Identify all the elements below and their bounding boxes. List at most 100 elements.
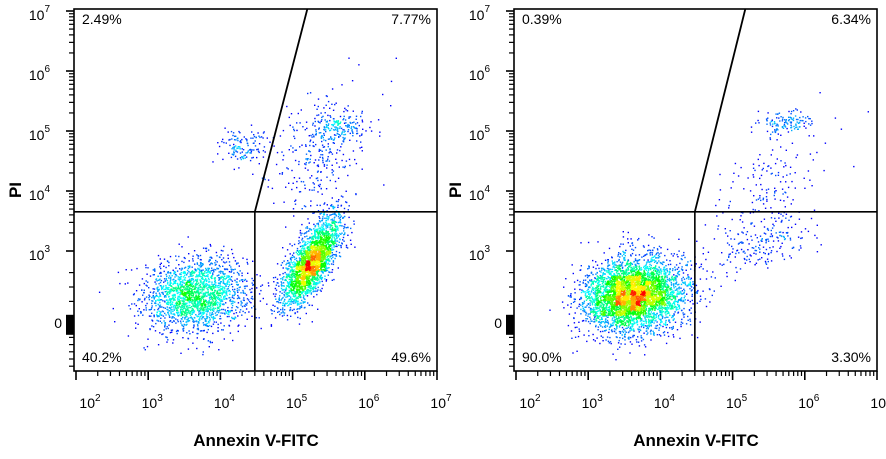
data-point	[192, 319, 195, 321]
data-point	[328, 260, 330, 262]
data-point	[211, 299, 214, 301]
data-point	[299, 296, 301, 298]
data-point	[255, 136, 257, 139]
data-point	[206, 307, 209, 310]
data-point	[310, 272, 313, 274]
data-point	[343, 131, 345, 133]
data-point	[321, 280, 323, 283]
data-point	[288, 292, 290, 294]
data-point	[212, 285, 215, 287]
data-point	[342, 141, 345, 143]
data-point	[317, 267, 319, 270]
data-point	[315, 264, 317, 267]
data-point	[289, 257, 292, 259]
data-point	[178, 303, 180, 306]
data-point	[175, 312, 178, 314]
data-point	[231, 296, 234, 298]
data-point	[189, 312, 192, 314]
data-point	[308, 269, 310, 271]
data-point	[322, 229, 324, 231]
data-point	[345, 122, 347, 124]
data-point	[127, 335, 130, 337]
data-point	[196, 315, 198, 317]
data-point	[299, 307, 301, 309]
data-point	[187, 317, 190, 319]
data-point	[314, 251, 316, 253]
data-point	[292, 302, 294, 304]
data-point	[238, 296, 240, 298]
data-point	[221, 303, 224, 305]
data-point	[112, 307, 114, 310]
data-point	[218, 282, 221, 284]
data-point	[291, 262, 293, 264]
data-point	[306, 276, 309, 278]
data-point	[308, 241, 310, 244]
data-point	[203, 282, 205, 284]
data-point	[330, 241, 332, 243]
data-point	[160, 275, 162, 277]
data-point	[317, 232, 319, 234]
data-point	[296, 180, 298, 183]
data-point	[293, 292, 295, 294]
data-point	[246, 140, 248, 142]
data-point	[314, 282, 316, 284]
data-point	[218, 310, 220, 312]
data-point	[295, 270, 297, 272]
data-point	[180, 287, 182, 289]
data-point	[290, 261, 292, 263]
data-point	[187, 348, 190, 350]
data-point	[299, 259, 302, 262]
data-point	[271, 313, 273, 315]
data-point	[215, 286, 217, 289]
data-point	[350, 243, 352, 245]
data-point	[298, 284, 300, 286]
data-point	[209, 303, 212, 305]
data-point	[323, 240, 326, 242]
data-point	[179, 296, 181, 298]
data-point	[192, 278, 194, 280]
data-point	[298, 323, 301, 325]
data-point	[175, 322, 177, 324]
data-point	[331, 279, 333, 281]
data-point	[240, 304, 242, 306]
data-point	[335, 250, 338, 253]
data-point	[195, 286, 198, 289]
data-point	[299, 306, 301, 308]
data-point	[322, 250, 324, 252]
data-point	[148, 298, 151, 301]
data-point	[290, 256, 293, 259]
data-point	[301, 267, 304, 269]
data-point	[291, 188, 293, 191]
data-point	[170, 306, 173, 308]
data-point	[221, 285, 223, 288]
data-point	[324, 202, 326, 204]
data-point	[252, 173, 254, 175]
data-point	[220, 299, 222, 301]
data-point	[207, 291, 209, 293]
data-point	[165, 277, 168, 280]
data-point	[193, 312, 195, 314]
data-point	[304, 256, 306, 259]
data-point	[289, 308, 292, 311]
data-point	[225, 293, 227, 295]
data-point	[326, 237, 329, 239]
data-point	[197, 306, 199, 308]
data-point	[297, 281, 299, 284]
data-point	[315, 269, 318, 272]
data-point	[201, 292, 203, 294]
data-point	[224, 273, 226, 275]
data-point	[189, 314, 192, 316]
data-point	[325, 126, 328, 129]
data-point	[303, 295, 305, 297]
data-point	[297, 297, 299, 299]
data-point	[321, 259, 324, 262]
data-point	[202, 351, 204, 353]
data-point	[317, 275, 320, 277]
data-point	[258, 135, 260, 137]
data-point	[361, 133, 363, 135]
data-point	[207, 325, 209, 327]
data-point	[326, 95, 328, 98]
data-point	[149, 275, 152, 277]
data-point	[245, 304, 248, 306]
data-point	[326, 121, 328, 123]
